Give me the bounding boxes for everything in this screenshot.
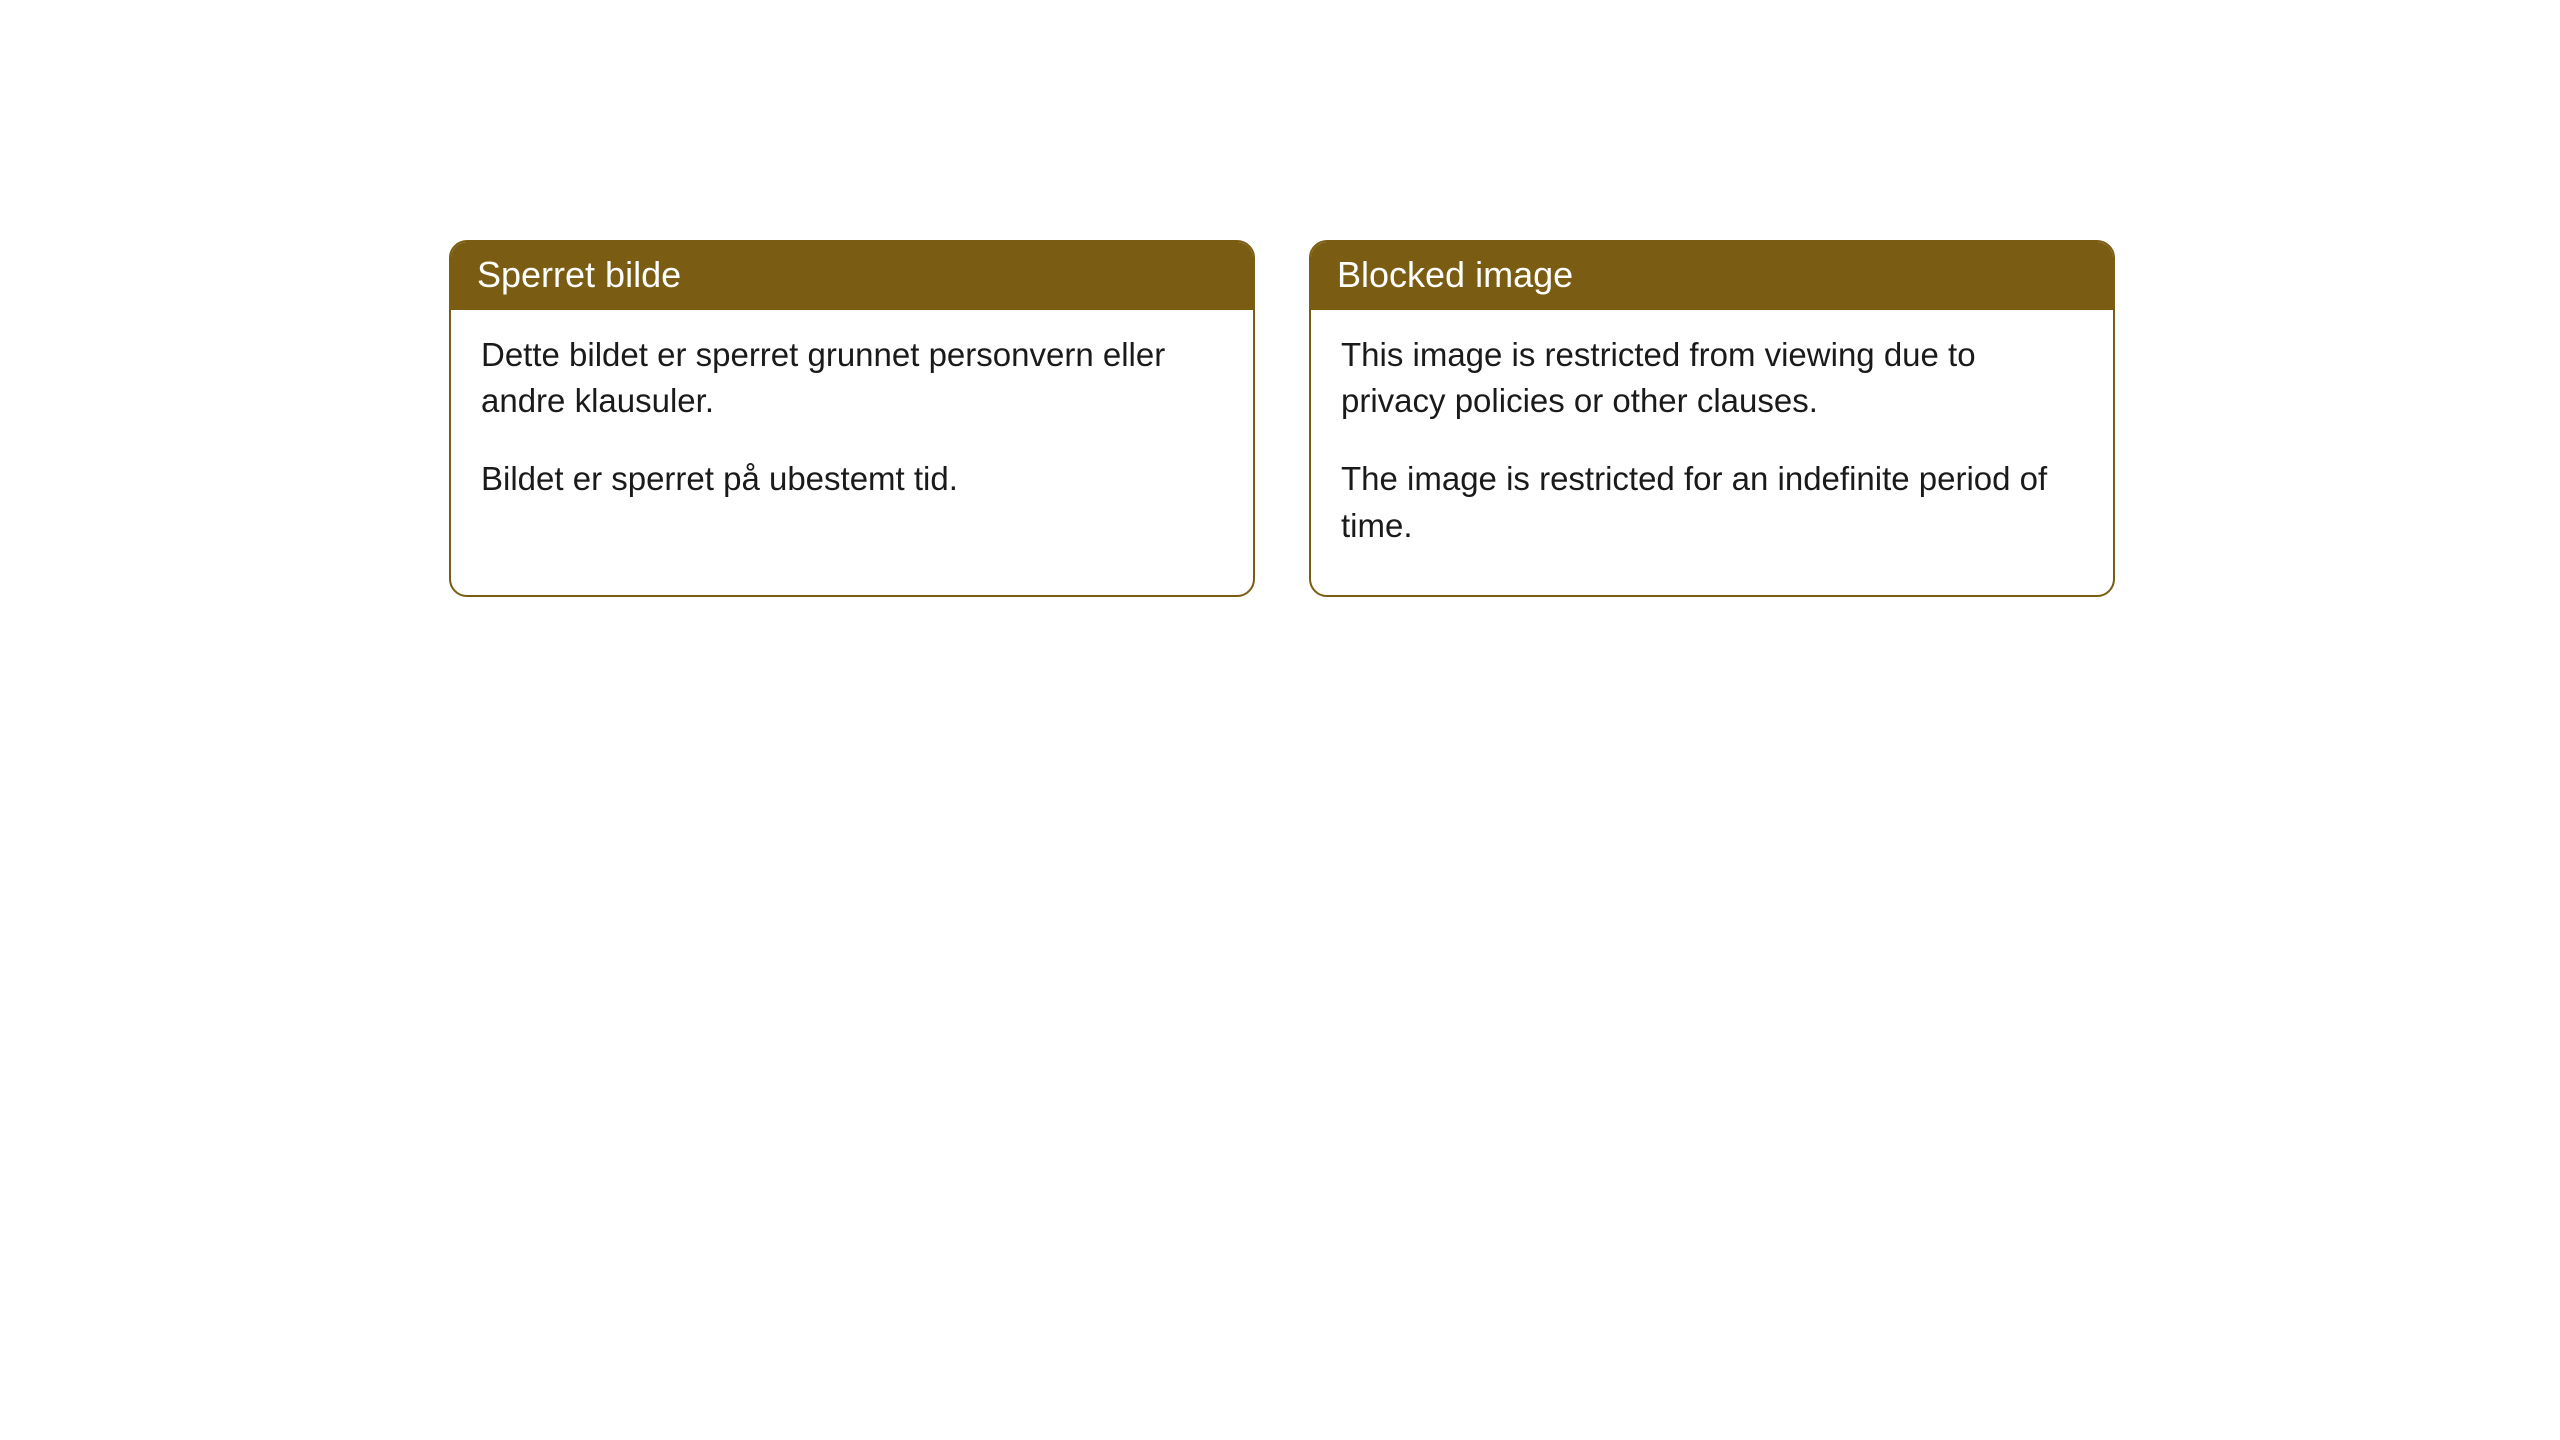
notice-card-norwegian: Sperret bilde Dette bildet er sperret gr… <box>449 240 1255 597</box>
notice-header: Blocked image <box>1311 242 2113 310</box>
notice-container: Sperret bilde Dette bildet er sperret gr… <box>0 0 2560 597</box>
notice-header: Sperret bilde <box>451 242 1253 310</box>
notice-paragraph-2: Bildet er sperret på ubestemt tid. <box>481 456 1223 502</box>
notice-card-english: Blocked image This image is restricted f… <box>1309 240 2115 597</box>
notice-body: This image is restricted from viewing du… <box>1311 310 2113 595</box>
notice-paragraph-2: The image is restricted for an indefinit… <box>1341 456 2083 548</box>
notice-paragraph-1: This image is restricted from viewing du… <box>1341 332 2083 424</box>
notice-paragraph-1: Dette bildet er sperret grunnet personve… <box>481 332 1223 424</box>
notice-body: Dette bildet er sperret grunnet personve… <box>451 310 1253 549</box>
